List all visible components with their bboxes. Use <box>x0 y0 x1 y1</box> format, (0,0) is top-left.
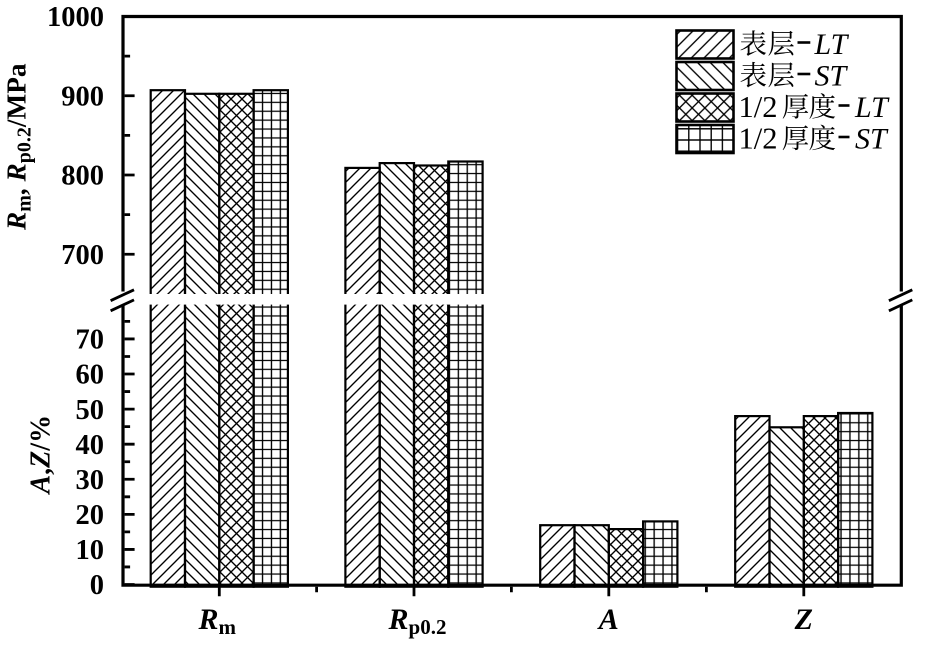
svg-text:50: 50 <box>76 395 105 426</box>
svg-text:40: 40 <box>76 430 105 461</box>
svg-text:Z: Z <box>794 603 813 636</box>
svg-text:Rm, Rp0.2/MPa: Rm, Rp0.2/MPa <box>2 63 36 231</box>
svg-text:20: 20 <box>76 500 105 531</box>
svg-text:30: 30 <box>76 465 105 496</box>
svg-text:A,Z/%: A,Z/% <box>26 415 57 496</box>
svg-text:LT: LT <box>814 28 850 61</box>
svg-text:ST: ST <box>855 123 889 156</box>
svg-text:1/2: 1/2 <box>739 122 778 156</box>
svg-text:800: 800 <box>61 161 104 192</box>
svg-text:1/2: 1/2 <box>739 90 778 124</box>
svg-text:700: 700 <box>61 240 104 271</box>
svg-text:1000: 1000 <box>47 2 104 33</box>
svg-text:0: 0 <box>90 570 104 601</box>
svg-text:70: 70 <box>76 325 105 356</box>
svg-text:900: 900 <box>61 82 104 113</box>
svg-text:A: A <box>597 603 619 636</box>
svg-text:60: 60 <box>76 360 105 391</box>
svg-text:ST: ST <box>815 60 849 93</box>
svg-text:LT: LT <box>854 91 890 124</box>
svg-text:10: 10 <box>76 535 105 566</box>
